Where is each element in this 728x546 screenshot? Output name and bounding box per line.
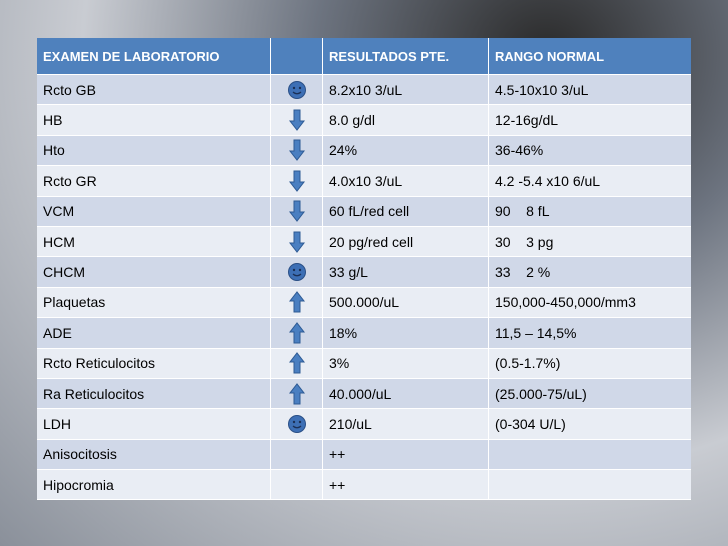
up-arrow-icon (288, 291, 305, 313)
table-row: CHCM 33 g/L 33 2 % (37, 257, 691, 288)
cell: RANGO NORMAL (495, 48, 605, 64)
cell: 150,000-450,000/mm3 (495, 294, 636, 311)
cell: 90 8 fL (495, 203, 550, 220)
cell: 33 g/L (323, 257, 489, 287)
cell: Plaquetas (37, 287, 271, 318)
cell: 500.000/uL (323, 287, 489, 318)
cell: 3% (323, 348, 489, 378)
cell: 18% (323, 318, 489, 348)
down-arrow-icon (288, 231, 305, 253)
cell: Rcto Reticulocitos (37, 348, 271, 378)
cell: 12-16g/dL (495, 112, 559, 129)
smiley-icon (287, 414, 306, 433)
table-row: Ra Reticulocitos 40.000/uL (25.000-75/uL) (37, 378, 691, 410)
cell: 8.0 g/dl (323, 105, 489, 135)
table-row: Rcto Reticulocitos 3% (0.5-1.7%) (37, 348, 691, 379)
cell: ++ (323, 470, 489, 500)
cell (489, 440, 691, 469)
cell: 4.2 -5.4 x10 6/uL (495, 172, 601, 189)
lab-table: EXAMEN DE LABORATORIO RESULTADOS PTE. RANG… (37, 38, 691, 501)
icon-cell (271, 378, 323, 409)
cell: 20 pg/red cell (323, 226, 489, 257)
cell: 11,5 – 14,5% (495, 324, 577, 341)
cell: Rcto GB (37, 75, 271, 105)
icon-cell (271, 318, 323, 348)
table-row: Hipocromia ++ (37, 470, 691, 501)
cell: 40.000/uL (323, 378, 489, 409)
down-arrow-icon (288, 170, 305, 192)
cell: Rcto GR (37, 166, 271, 196)
icon-cell (271, 75, 323, 105)
icon-cell (271, 226, 323, 257)
icon-cell (271, 470, 323, 500)
table-row: ADE 18% 11,5 – 14,5% (37, 318, 691, 349)
icon-cell (271, 166, 323, 196)
icon-cell (271, 439, 323, 470)
cell: LDH (37, 409, 271, 439)
cell: HCM (37, 226, 271, 257)
table-row: Anisocitosis ++ (37, 439, 691, 471)
cell: 60 fL/red cell (323, 196, 489, 226)
cell: 8.2x10 3/uL (323, 75, 489, 105)
header-row: EXAMEN DE LABORATORIO RESULTADOS PTE. RANG… (37, 38, 691, 75)
cell: Ra Reticulocitos (37, 378, 271, 409)
up-arrow-icon (288, 321, 305, 344)
table-row: Rcto GB 8.2x10 3/uL 4.5-10x10 3/uL (37, 75, 691, 106)
cell: EXAMEN DE LABORATORIO (37, 38, 271, 74)
cell: (0.5-1.7%) (495, 355, 561, 372)
icon-cell (271, 348, 323, 378)
cell: CHCM (37, 257, 271, 287)
cell (271, 38, 323, 74)
table-row: Hto 24% 36-46% (37, 135, 691, 167)
cell: VCM (37, 196, 271, 226)
smiley-icon (287, 80, 306, 99)
down-arrow-icon (288, 109, 305, 131)
down-arrow-icon (288, 139, 305, 162)
table-row: HCM 20 pg/red cell 30 3 pg (37, 226, 691, 258)
table-row: VCM 60 fL/red cell 90 8 fL (37, 196, 691, 227)
table-row: Rcto GR 4.0x10 3/uL 4.2 -5.4 x10 6/uL (37, 166, 691, 197)
cell: 36-46% (495, 142, 544, 159)
table-row: LDH 210/uL (0-304 U/L) (37, 409, 691, 440)
up-arrow-icon (288, 352, 305, 374)
cell: ++ (323, 439, 489, 470)
cell: 210/uL (323, 409, 489, 439)
cell: (0-304 U/L) (495, 415, 566, 432)
cell: Hto (37, 135, 271, 166)
icon-cell (271, 257, 323, 287)
cell: Anisocitosis (37, 439, 271, 470)
smiley-icon (287, 263, 306, 282)
cell (489, 470, 691, 499)
table-row: Plaquetas 500.000/uL 150,000-450,000/mm3 (37, 287, 691, 319)
up-arrow-icon (288, 382, 305, 405)
icon-cell (271, 287, 323, 318)
down-arrow-icon (288, 200, 305, 223)
cell: Hipocromia (37, 470, 271, 500)
cell: 33 2 % (495, 264, 551, 281)
cell: 24% (323, 135, 489, 166)
table-row: HB 8.0 g/dl 12-16g/dL (37, 105, 691, 136)
cell: RESULTADOS PTE. (323, 38, 489, 74)
cell: 4.5-10x10 3/uL (495, 81, 589, 98)
icon-cell (271, 196, 323, 226)
cell: 30 3 pg (495, 233, 554, 250)
cell: (25.000-75/uL) (495, 385, 587, 402)
cell: 4.0x10 3/uL (323, 166, 489, 196)
icon-cell (271, 105, 323, 135)
cell: ADE (37, 318, 271, 348)
cell: HB (37, 105, 271, 135)
icon-cell (271, 409, 323, 439)
icon-cell (271, 135, 323, 166)
